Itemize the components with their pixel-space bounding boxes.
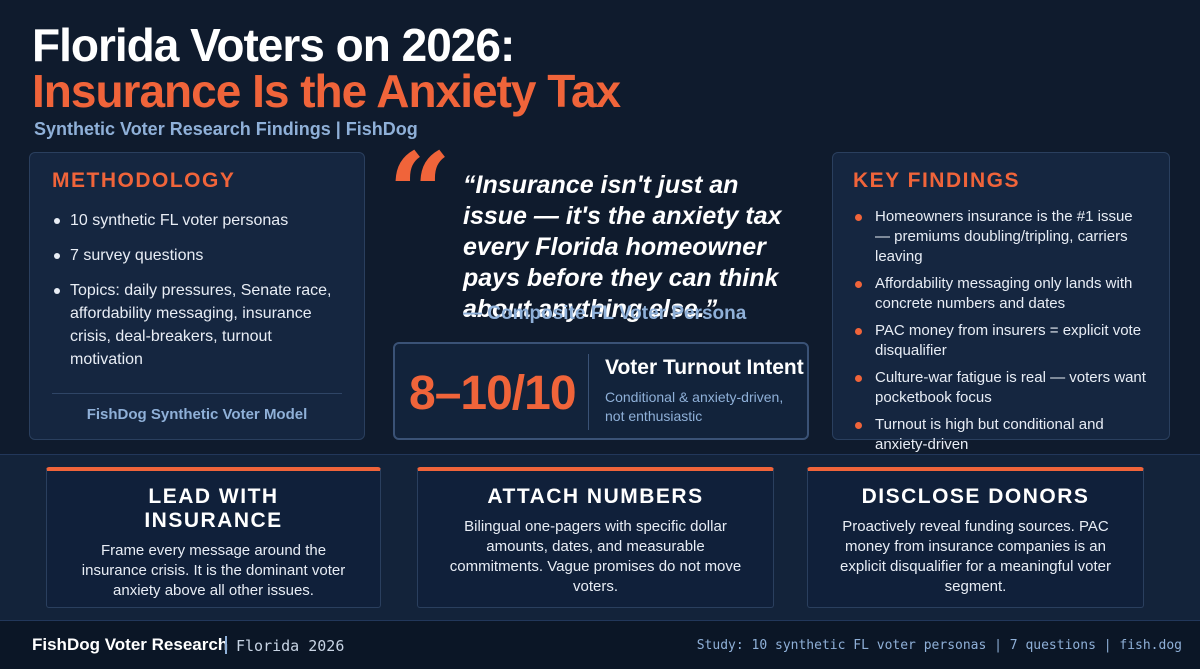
recommendation-title: LEAD WITH INSURANCE xyxy=(144,485,283,532)
stat-label: Voter Turnout Intent xyxy=(605,356,804,379)
stat-box: 8–10/10 Voter Turnout Intent Conditional… xyxy=(393,342,809,440)
key-findings-card: KEY FINDINGS Homeowners insurance is the… xyxy=(832,152,1170,453)
recommendation-title: DISCLOSE DONORS xyxy=(861,485,1090,508)
recommendation-text: Frame every message around the insurance… xyxy=(81,542,346,599)
quote-attribution: — Composite FL Voter Persona xyxy=(463,303,747,324)
item: Culture-war fatigue is real — voters wan… xyxy=(853,368,1149,408)
heading: KEY FINDINGS xyxy=(853,169,1020,192)
recommendation-text: Bilingual one-pagers with specific dolla… xyxy=(449,518,742,595)
list: 10 synthetic FL voter personas 7 survey … xyxy=(52,209,342,371)
stat-value: 8–10/10 xyxy=(409,367,577,420)
item: PAC money from insurers = explicit vote … xyxy=(853,321,1149,361)
heading: METHODOLOGY xyxy=(52,169,236,192)
divider xyxy=(588,354,589,430)
recommendation-card: DISCLOSE DONORS Proactively reveal fundi… xyxy=(807,467,1144,608)
quote-mark: “ xyxy=(388,128,452,257)
recommendation-title: ATTACH NUMBERS xyxy=(487,485,704,508)
recommendation-card: ATTACH NUMBERS Bilingual one-pagers with… xyxy=(417,467,774,608)
footer-divider xyxy=(225,636,227,654)
footer-brand: FishDog Voter Research xyxy=(32,635,229,654)
item: 7 survey questions xyxy=(52,244,342,267)
item: Topics: daily pressures, Senate race, af… xyxy=(52,279,342,371)
item: 10 synthetic FL voter personas xyxy=(52,209,342,232)
quote-text: “Insurance isn't just an issue — it's th… xyxy=(463,171,782,323)
methodology-footer: FishDog Synthetic Voter Model xyxy=(52,393,342,423)
footer: FishDog Voter Research Florida 2026 Stud… xyxy=(0,620,1200,669)
item: Homeowners insurance is the #1 issue — p… xyxy=(853,207,1149,267)
item: Turnout is high but conditional and anxi… xyxy=(853,415,1149,455)
methodology-card: METHODOLOGY 10 synthetic FL voter person… xyxy=(29,152,365,440)
recommendation-card: LEAD WITH INSURANCE Frame every message … xyxy=(46,467,381,608)
item: Affordability messaging only lands with … xyxy=(853,274,1149,314)
footer-sub: Florida 2026 xyxy=(236,637,345,655)
stat-note: Conditional & anxiety-driven, not enthus… xyxy=(605,389,784,424)
footer-study: Study: 10 synthetic FL voter personas | … xyxy=(696,638,1182,653)
title-line-1: Florida Voters on 2026: xyxy=(32,19,515,71)
recommendation-text: Proactively reveal funding sources. PAC … xyxy=(840,518,1111,595)
list: Homeowners insurance is the #1 issue — p… xyxy=(853,207,1149,455)
title-line-2: Insurance Is the Anxiety Tax xyxy=(32,65,621,117)
subtitle: Synthetic Voter Research Findings | Fish… xyxy=(34,119,418,139)
